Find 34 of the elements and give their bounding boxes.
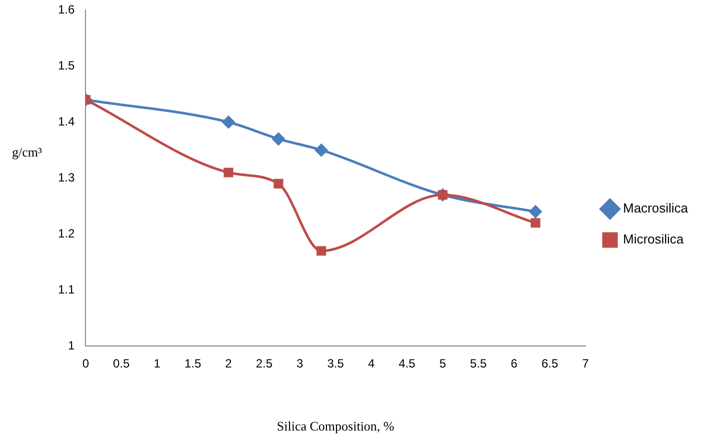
point: [315, 144, 328, 156]
y-tick-label: 1.6: [58, 2, 75, 17]
point: [530, 218, 540, 228]
y-tick-label: 1.1: [58, 282, 75, 296]
x-tick-label: 4.5: [398, 356, 416, 371]
point: [272, 132, 285, 146]
x-tick-label: 5.5: [470, 356, 488, 371]
y-tick-label: 1.5: [58, 58, 75, 72]
y-tick-label: 1.2: [58, 226, 75, 240]
x-tick-label: 1: [154, 356, 161, 371]
legend-label: Microsilica: [622, 232, 684, 247]
x-tick-label: 5: [439, 356, 446, 371]
point: [274, 178, 284, 188]
y-tick-label: 1.3: [58, 170, 75, 184]
x-axis-title: Silica Composition, %: [276, 418, 394, 434]
y-tick-label: 1: [68, 338, 75, 352]
y-axis-title: g/cm³: [12, 144, 42, 160]
point: [224, 168, 234, 178]
point: [529, 205, 542, 218]
x-tick-label: 1.5: [184, 356, 202, 371]
x-tick-label: 2.5: [256, 356, 273, 371]
x-tick-label: 0: [82, 356, 90, 371]
x-tick-label: 3: [296, 356, 304, 371]
x-tick-label: 7: [582, 356, 590, 371]
x-tick-label: 6.5: [541, 356, 558, 371]
x-tick-label: 3.5: [327, 356, 344, 371]
point: [316, 246, 326, 256]
x-tick-label: 2: [225, 356, 232, 371]
x-tick-label: 4: [368, 356, 375, 371]
x-tick-label: 0.5: [113, 356, 130, 371]
y-tick-label: 1.4: [58, 114, 75, 128]
point: [222, 116, 235, 128]
legend-label: Macrosilica: [622, 200, 689, 216]
x-tick-label: 6: [510, 356, 518, 371]
